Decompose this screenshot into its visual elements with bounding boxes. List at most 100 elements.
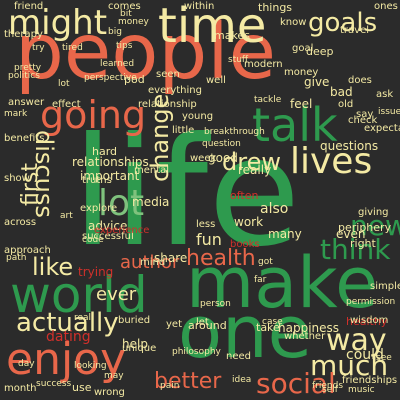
word: answer — [8, 97, 45, 108]
word: philosophy — [172, 347, 221, 357]
word: therapy — [4, 29, 43, 40]
word: art — [60, 211, 73, 221]
word: experience — [94, 225, 150, 236]
word: does — [348, 75, 372, 86]
word: health — [186, 246, 256, 271]
word: let — [196, 317, 209, 328]
word: learned — [100, 59, 135, 69]
word: makes — [214, 29, 250, 42]
word: successful — [82, 231, 134, 242]
word: pain — [160, 381, 180, 391]
word: work — [234, 215, 264, 229]
word: got — [258, 257, 273, 267]
word: often — [230, 189, 259, 202]
word: young — [182, 111, 214, 122]
word: relationships — [72, 155, 149, 169]
word: hard — [92, 145, 118, 158]
word: know — [280, 17, 307, 28]
word: might — [8, 3, 108, 43]
word: permission — [346, 297, 396, 307]
word: check — [348, 115, 378, 126]
word: actually — [16, 308, 119, 338]
word: talk — [252, 98, 338, 152]
word: really — [238, 163, 272, 177]
word: tired — [62, 43, 83, 53]
word: many — [268, 227, 302, 241]
word: mind — [140, 257, 166, 268]
word: share — [154, 251, 188, 265]
word: books — [230, 239, 260, 250]
word: around — [188, 319, 227, 332]
word: deep — [306, 45, 334, 58]
word: better — [154, 369, 222, 394]
word: life — [72, 106, 301, 280]
word: say — [356, 109, 374, 120]
word: real — [74, 313, 92, 323]
word: take — [256, 321, 280, 334]
word: case — [262, 317, 283, 327]
word: everything — [148, 85, 202, 96]
word: ask — [376, 89, 394, 100]
word: travel — [340, 25, 370, 36]
word: way — [326, 323, 387, 358]
word: stuff — [228, 55, 249, 65]
word: little — [172, 125, 195, 136]
word: enjoy — [6, 334, 127, 385]
word: use — [72, 381, 92, 394]
word: week — [190, 153, 217, 164]
word: right — [350, 237, 376, 250]
word: periphery — [338, 221, 392, 234]
word: bad — [330, 85, 353, 99]
word: music — [348, 385, 375, 395]
word: mental — [134, 165, 170, 176]
word: media — [132, 195, 170, 209]
word: issues — [378, 107, 400, 117]
word: comes — [108, 1, 141, 12]
word: lot — [98, 183, 145, 224]
word: lot — [58, 79, 70, 89]
word: important — [80, 169, 140, 183]
word: less — [196, 219, 216, 230]
word: happiness — [278, 321, 340, 335]
word: world — [10, 266, 148, 324]
word: relationship — [138, 99, 197, 110]
word: think — [320, 233, 391, 266]
word: effect — [52, 99, 81, 110]
word: advice — [88, 219, 128, 233]
word: tips — [116, 41, 133, 51]
word: goals — [308, 8, 378, 38]
word: expectations — [364, 123, 400, 134]
word: see — [376, 353, 392, 363]
word: simple — [370, 281, 400, 292]
word: healthy — [346, 315, 388, 328]
word: pretty — [14, 63, 42, 73]
word: one — [178, 290, 312, 374]
word: code — [82, 235, 104, 245]
word: social — [256, 367, 336, 400]
word: new — [350, 209, 400, 242]
word: big — [108, 27, 122, 37]
word: approach — [4, 245, 51, 256]
word: feel — [290, 97, 313, 111]
word: path — [6, 253, 27, 263]
word: wisdom — [350, 315, 389, 326]
word: breakthrough — [204, 127, 265, 137]
word: buried — [118, 315, 151, 326]
word: question — [202, 139, 241, 149]
word: explore — [80, 203, 118, 214]
word: things — [258, 1, 293, 14]
word: people — [15, 8, 277, 97]
word: lives — [290, 141, 373, 182]
word: tackle — [254, 95, 282, 105]
word: fun — [196, 230, 222, 249]
word: within — [184, 1, 215, 12]
word: friends — [312, 381, 344, 391]
word: give — [304, 75, 330, 89]
word: need — [226, 351, 251, 362]
word: author — [120, 252, 180, 273]
word: going — [40, 93, 147, 137]
word: much — [310, 349, 389, 382]
word: well — [206, 75, 226, 86]
word: money — [284, 67, 319, 78]
word: month — [4, 383, 37, 394]
